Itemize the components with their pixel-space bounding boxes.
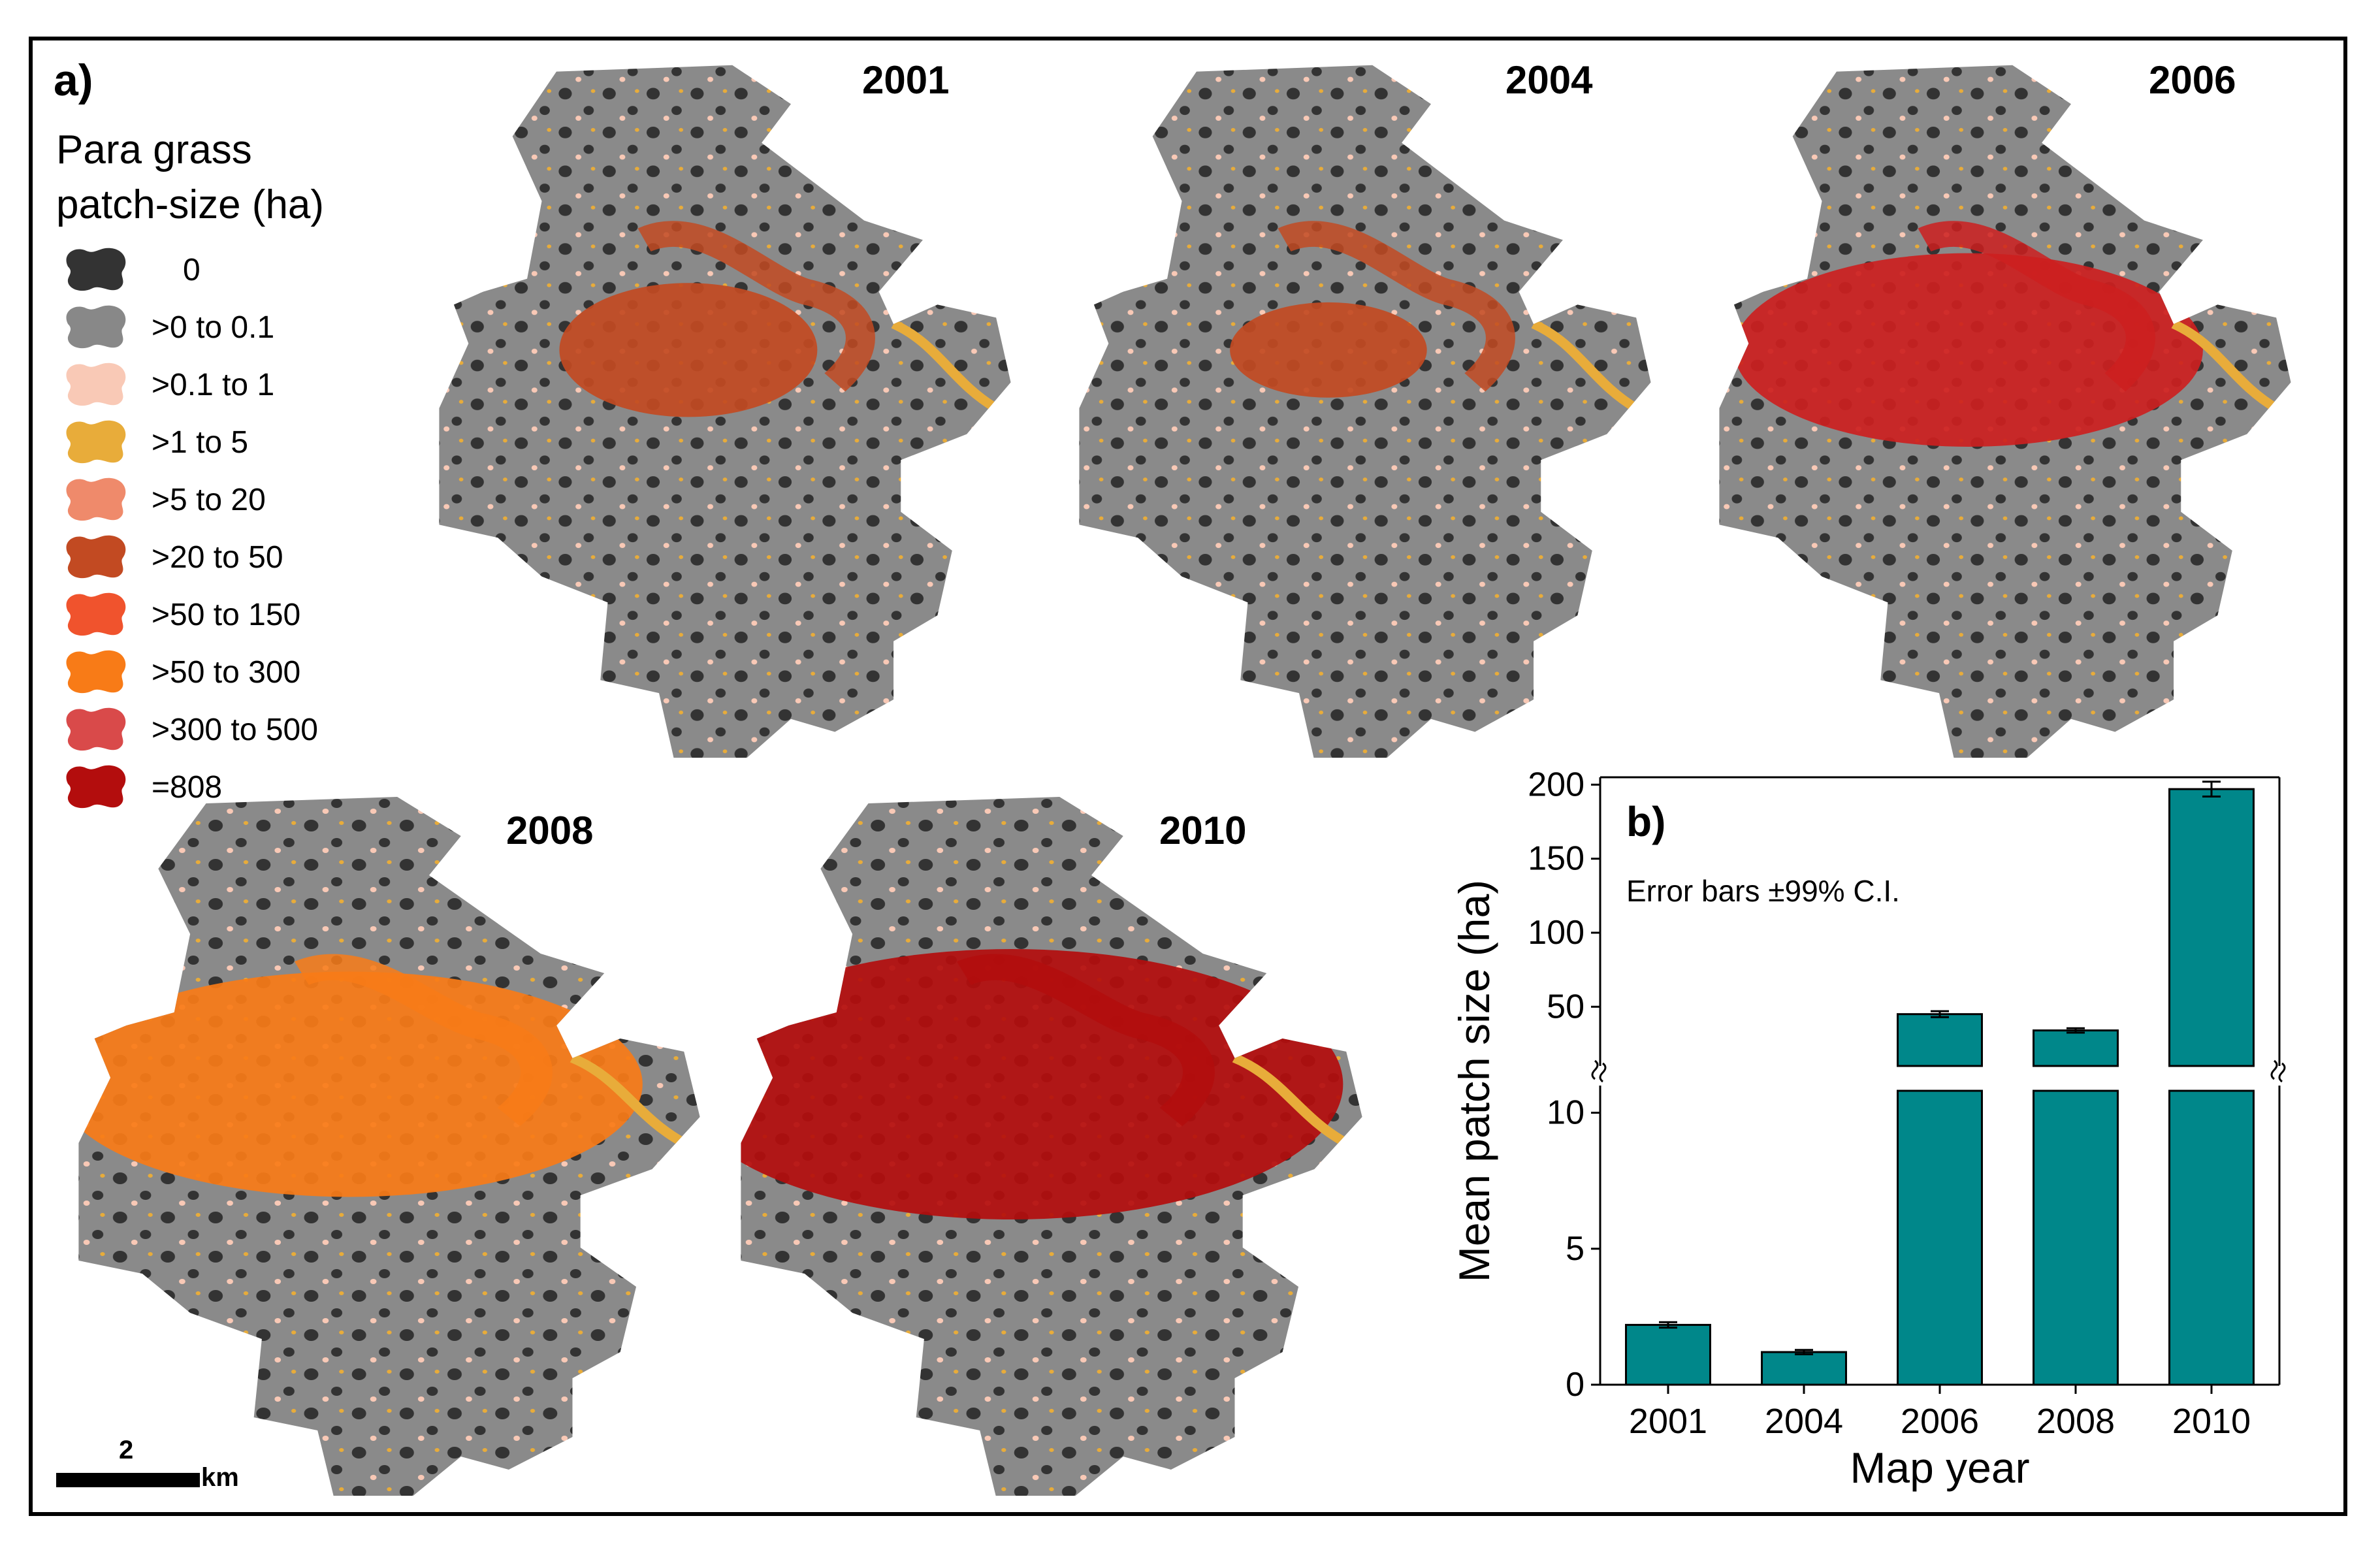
y-tick-label: 200 [1528, 766, 1584, 803]
legend-label: >50 to 300 [152, 655, 301, 690]
legend-label: >300 to 500 [152, 713, 318, 747]
legend-swatch-shape [66, 305, 126, 349]
bar-2006 [1897, 1010, 1983, 1386]
panel-a-label: a) [54, 56, 93, 105]
map-river-patch [1918, 221, 2155, 392]
legend-label: =808 [152, 770, 223, 805]
axis-break-mark [1591, 1059, 1599, 1080]
map-patch [78, 971, 643, 1197]
y-tick-label: 5 [1566, 1230, 1584, 1268]
axis-break-mark [1599, 1062, 1607, 1083]
legend-swatch [66, 592, 126, 636]
legend-swatch [66, 535, 126, 579]
x-axis-label: Map year [1850, 1443, 2029, 1492]
legend-title-line1: Para grass [56, 127, 252, 172]
map-river-patch [294, 954, 553, 1127]
bar-2004 [1761, 1349, 1847, 1386]
map-2001 [439, 65, 1011, 758]
legend-label: >1 to 5 [152, 425, 249, 460]
legend-label: >0.1 to 1 [152, 368, 275, 402]
map-river-patch [637, 221, 875, 392]
map-patch [741, 949, 1343, 1219]
legend-swatch [66, 477, 126, 521]
legend-swatch-shape [66, 363, 126, 406]
map-year-label: 2008 [506, 809, 594, 852]
map-edge-patch [2171, 319, 2279, 412]
map-year-label: 2004 [1505, 58, 1593, 102]
map-2010 [741, 797, 1362, 1496]
legend-label: >5 to 20 [152, 483, 266, 517]
y-tick-label: 0 [1566, 1366, 1584, 1404]
scale-bar-unit: km [201, 1463, 239, 1492]
legend-label: >20 to 50 [152, 540, 283, 575]
scale-bar-value: 2 [119, 1436, 134, 1464]
panel-b-label: b) [1626, 798, 1665, 845]
legend-swatch-shape [66, 477, 126, 521]
legend-label: >50 to 150 [152, 598, 301, 632]
bar-2010 [2168, 781, 2255, 1386]
legend-swatch-shape [66, 707, 126, 751]
legend-swatch-shape [66, 248, 126, 291]
scale-bar [56, 1473, 200, 1487]
y-tick-label: 150 [1528, 840, 1584, 878]
map-year-label: 2006 [2149, 58, 2236, 102]
bar-upper-segment [1897, 1013, 1983, 1067]
legend-swatch [66, 305, 126, 349]
axis-break-mark [2278, 1062, 2286, 1083]
map-edge-patch [891, 319, 999, 412]
legend-label: >0 to 0.1 [152, 310, 275, 345]
bar [1761, 1351, 1847, 1386]
legend-swatch-shape [66, 650, 126, 694]
map-river-patch [1278, 221, 1515, 392]
bar-upper-segment [2168, 788, 2255, 1067]
map-outline [1079, 65, 1651, 758]
map-2004 [1079, 65, 1651, 758]
bar-upper-segment [2033, 1029, 2119, 1067]
bar-lower-segment [2168, 1089, 2255, 1386]
map-2008 [78, 797, 700, 1496]
legend-swatch [66, 765, 126, 809]
error-bar-note: Error bars ±99% C.I. [1626, 874, 1900, 908]
map-edge-patch [1232, 1054, 1349, 1147]
legend-label: 0 [183, 253, 201, 287]
bar [1625, 1323, 1711, 1386]
figure-frame [29, 37, 2347, 1516]
legend-swatch [66, 420, 126, 464]
map-year-label: 2001 [862, 58, 950, 102]
map-edge-patch [1531, 319, 1639, 412]
map-year-label: 2010 [1159, 809, 1247, 852]
legend-title-line2: patch-size (ha) [56, 182, 325, 227]
map-edge-patch [570, 1054, 687, 1147]
bar-2008 [2033, 1027, 2119, 1386]
legend-swatch-shape [66, 535, 126, 579]
y-tick-label: 10 [1547, 1094, 1584, 1132]
x-tick-label: 2004 [1765, 1402, 1843, 1441]
y-tick-label: 100 [1528, 914, 1584, 952]
legend-swatch [66, 650, 126, 694]
legend-swatch [66, 707, 126, 751]
map-patch [559, 283, 818, 417]
patch-size-bar-chart: 50 100 150 200 0 5 10 2001 2004 2006 2008 2010 b) Err… [1450, 766, 2286, 1492]
x-tick-label: 2010 [2172, 1402, 2251, 1441]
bar-2001 [1625, 1321, 1711, 1386]
legend-swatch [66, 363, 126, 406]
map-2006 [1719, 65, 2291, 758]
x-tick-label: 2008 [2036, 1402, 2115, 1441]
y-axis-label: Mean patch size (ha) [1450, 880, 1498, 1282]
x-tick-label: 2006 [1901, 1402, 1979, 1441]
map-patch [1230, 302, 1427, 398]
legend-swatch-shape [66, 592, 126, 636]
bar-lower-segment [2033, 1089, 2119, 1386]
legend-title: Para grass patch-size (ha) [56, 123, 324, 233]
bar-lower-segment [1897, 1089, 1983, 1386]
map-river-patch [956, 954, 1215, 1127]
legend-swatch-shape [66, 420, 126, 464]
y-tick-label: 50 [1547, 988, 1584, 1025]
legend-swatch-shape [66, 765, 126, 809]
x-tick-label: 2001 [1629, 1402, 1707, 1441]
legend-swatch [66, 248, 126, 291]
axis-break-mark [2270, 1059, 2278, 1080]
